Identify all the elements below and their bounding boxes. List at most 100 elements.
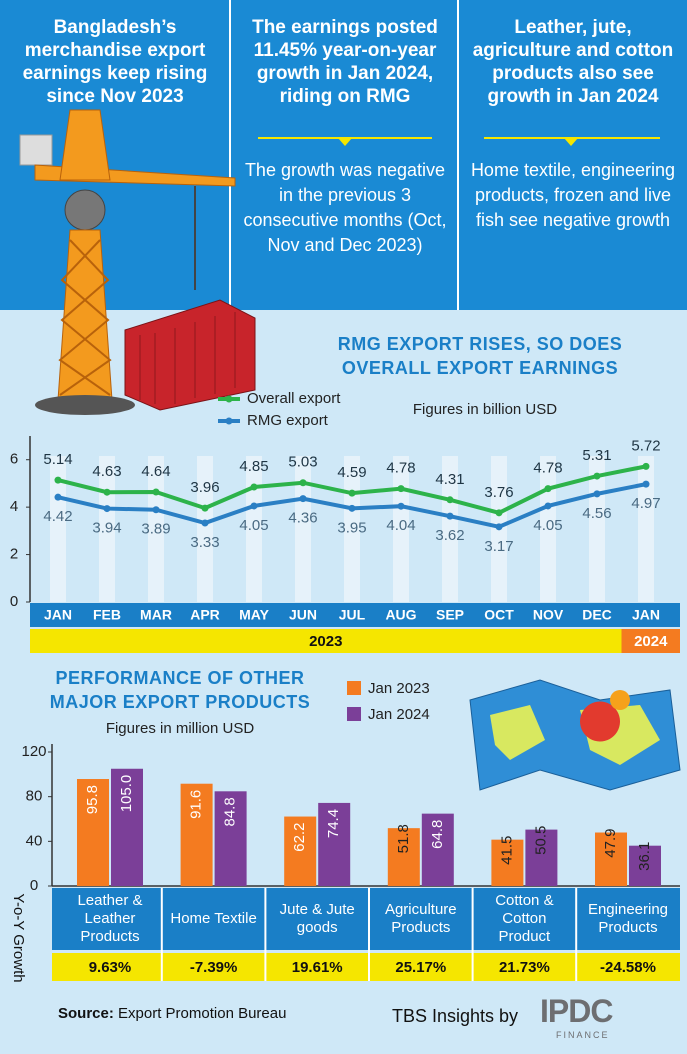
data-label: 4.36 xyxy=(288,510,317,527)
point xyxy=(348,504,356,512)
y-tick-label: 6 xyxy=(10,451,18,468)
point xyxy=(103,488,111,496)
growth-value: 25.17% xyxy=(395,958,447,976)
data-label: 47.9 xyxy=(602,829,619,858)
data-label: 3.94 xyxy=(92,520,121,537)
point xyxy=(152,488,160,496)
point xyxy=(446,496,454,504)
point xyxy=(152,506,160,514)
point xyxy=(642,462,650,470)
column-band xyxy=(295,456,311,602)
x-tick-label: JUN xyxy=(289,607,317,623)
growth-value: -7.39% xyxy=(189,958,238,976)
x-tick-label: Engineering Products xyxy=(587,901,669,936)
data-label: 3.96 xyxy=(190,479,219,496)
data-label: 4.05 xyxy=(533,517,562,534)
legend-label: Jan 2023 xyxy=(368,680,430,697)
legend-label: RMG export xyxy=(247,412,329,429)
x-tick-label: DEC xyxy=(582,607,612,623)
bar xyxy=(214,791,247,886)
data-label: 3.33 xyxy=(190,534,219,551)
data-label: 64.8 xyxy=(429,820,446,849)
source-text: Export Promotion Bureau xyxy=(118,1005,287,1022)
point xyxy=(54,493,62,501)
column-band xyxy=(442,456,458,602)
data-label: 84.8 xyxy=(222,797,239,826)
header-detail: Home textile, engineering products, froz… xyxy=(470,160,676,230)
data-label: 4.05 xyxy=(239,517,268,534)
point xyxy=(201,504,209,512)
data-label: 95.8 xyxy=(84,785,101,814)
year-band xyxy=(30,629,622,653)
point xyxy=(446,512,454,520)
legend-label: Jan 2024 xyxy=(368,706,430,723)
data-label: 5.14 xyxy=(43,451,72,468)
source-label: Source: xyxy=(58,1005,114,1022)
data-label: 4.42 xyxy=(43,508,72,525)
legend-swatch xyxy=(347,707,361,721)
point xyxy=(299,495,307,503)
growth-label: Y-o-Y Growth xyxy=(10,893,27,982)
column-band xyxy=(197,456,213,602)
point xyxy=(201,519,209,527)
bar xyxy=(180,783,213,886)
data-label: 3.89 xyxy=(141,521,170,538)
point xyxy=(544,485,552,493)
growth-value: 21.73% xyxy=(498,958,550,976)
header-headline: The earnings posted 11.45% year-on-year … xyxy=(252,17,438,107)
point xyxy=(397,485,405,493)
data-label: 51.8 xyxy=(395,824,412,853)
bar xyxy=(284,816,317,886)
point xyxy=(593,472,601,480)
year-band xyxy=(621,629,680,653)
data-label: 36.1 xyxy=(636,842,653,871)
bar xyxy=(421,813,454,886)
point xyxy=(103,505,111,513)
chart-title: RMG EXPORT RISES, SO DOES OVERALL EXPORT… xyxy=(337,334,623,378)
data-label: 5.31 xyxy=(582,447,611,464)
bar xyxy=(525,829,558,886)
data-label: 62.2 xyxy=(291,823,308,852)
map-illustration xyxy=(469,679,681,791)
pointer xyxy=(564,138,578,146)
x-tick-label: AUG xyxy=(385,607,416,623)
column-band xyxy=(246,456,262,602)
y-tick-label: 0 xyxy=(10,593,18,610)
x-tick-label: APR xyxy=(190,607,220,623)
chart-title: PERFORMANCE OF OTHER MAJOR EXPORT PRODUC… xyxy=(49,668,311,712)
credit: TBS Insights by xyxy=(392,1006,519,1026)
data-label: 4.85 xyxy=(239,458,268,475)
header-detail: The growth was negative in the previous … xyxy=(243,160,447,255)
y-tick-label: 2 xyxy=(10,546,18,563)
x-tick-label: FEB xyxy=(93,607,121,623)
y-tick-label: 80 xyxy=(26,788,43,805)
y-tick-label: 40 xyxy=(26,832,43,849)
bar xyxy=(77,779,109,886)
y-tick-label: 4 xyxy=(10,498,18,515)
bar xyxy=(387,828,420,886)
point xyxy=(642,480,650,488)
data-label: 105.0 xyxy=(118,775,135,813)
data-label: 74.4 xyxy=(325,809,342,838)
data-label: 3.17 xyxy=(484,538,513,555)
data-label: 50.5 xyxy=(532,826,549,855)
column-band xyxy=(50,456,66,602)
x-tick-label: JAN xyxy=(44,607,72,623)
x-tick-label: JAN xyxy=(632,607,660,623)
x-tick-label: Cotton & Cotton Product xyxy=(495,892,554,945)
data-label: 5.03 xyxy=(288,454,317,471)
data-label: 91.6 xyxy=(188,790,205,819)
bar xyxy=(629,845,661,886)
data-label: 4.64 xyxy=(141,463,170,480)
point xyxy=(544,502,552,510)
crane-illustration xyxy=(19,109,256,415)
data-label: 4.78 xyxy=(386,460,415,477)
point xyxy=(495,509,503,517)
logo-sub: FINANCE xyxy=(556,1030,610,1040)
data-label: 3.95 xyxy=(337,519,366,536)
bar xyxy=(491,839,524,886)
point xyxy=(397,502,405,510)
header-headline: Bangladesh’s merchandise export earnings… xyxy=(22,17,208,107)
x-tick-label: Home Textile xyxy=(170,910,257,927)
